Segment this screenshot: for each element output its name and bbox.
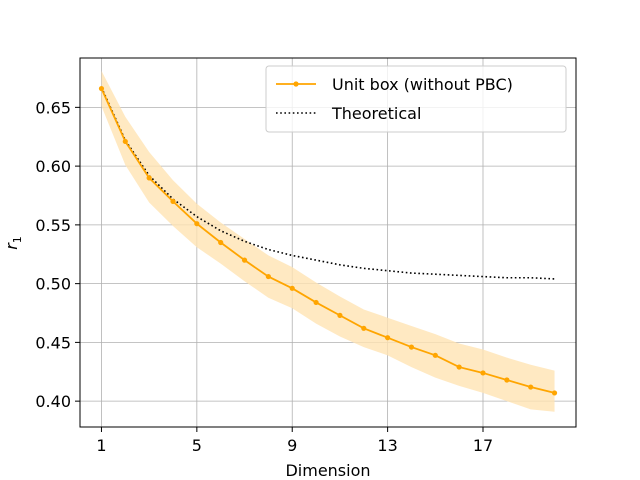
confidence-band-layer <box>101 70 555 412</box>
unit-box-point <box>98 85 105 92</box>
unit-box-point <box>313 299 319 306</box>
y-axis-label-subscript: 1 <box>11 236 24 243</box>
legend-marker-unit-box <box>293 81 299 87</box>
x-axis-label: Dimension <box>285 461 370 480</box>
legend-box <box>265 65 567 133</box>
legend-label-unit-box: Unit box (without PBC) <box>332 75 513 94</box>
y-tick-label: 0.55 <box>35 216 71 235</box>
unit-box-point <box>408 344 415 350</box>
unit-box-point <box>146 175 152 181</box>
y-axis-label: r1 <box>2 236 24 250</box>
x-tick-label: 1 <box>96 436 106 455</box>
legend: Unit box (without PBC) Theoretical <box>265 65 567 133</box>
confidence-band <box>101 70 555 412</box>
unit-box-point <box>241 257 248 263</box>
unit-box-point <box>432 352 438 358</box>
x-tick-label: 17 <box>473 436 493 455</box>
y-tick-label: 0.60 <box>35 157 71 176</box>
y-tick-label: 0.65 <box>35 98 71 117</box>
unit-box-point <box>122 138 128 145</box>
legend-label-theoretical: Theoretical <box>331 104 421 123</box>
y-tick-label: 0.50 <box>35 275 71 294</box>
x-tick-label: 5 <box>192 436 202 455</box>
y-axis-label-main: r <box>2 242 21 250</box>
unit-box-point <box>456 364 462 370</box>
series-layer <box>98 85 558 396</box>
unit-box-point <box>504 377 510 383</box>
x-tick-label: 9 <box>287 436 297 455</box>
unit-box-point <box>337 312 343 318</box>
unit-box-point <box>528 384 534 390</box>
y-tick-label: 0.45 <box>35 333 71 352</box>
unit-box-point <box>480 370 486 376</box>
unit-box-line <box>100 88 555 394</box>
theoretical-line <box>100 87 555 280</box>
unit-box-point <box>194 221 200 227</box>
unit-box-point <box>361 325 367 331</box>
unit-box-point <box>289 285 295 291</box>
unit-box-point <box>265 273 271 280</box>
x-tick-label: 13 <box>377 436 397 455</box>
plot-frame <box>79 57 577 428</box>
unit-box-point <box>170 198 176 204</box>
ticks: 1 5 9 13 17 0.40 0.45 0.50 0.55 0.60 0.65 <box>35 98 493 455</box>
unit-box-point <box>218 239 224 246</box>
y-tick-label: 0.40 <box>35 392 71 411</box>
unit-box-point <box>551 390 558 396</box>
unit-box-point <box>385 335 391 341</box>
